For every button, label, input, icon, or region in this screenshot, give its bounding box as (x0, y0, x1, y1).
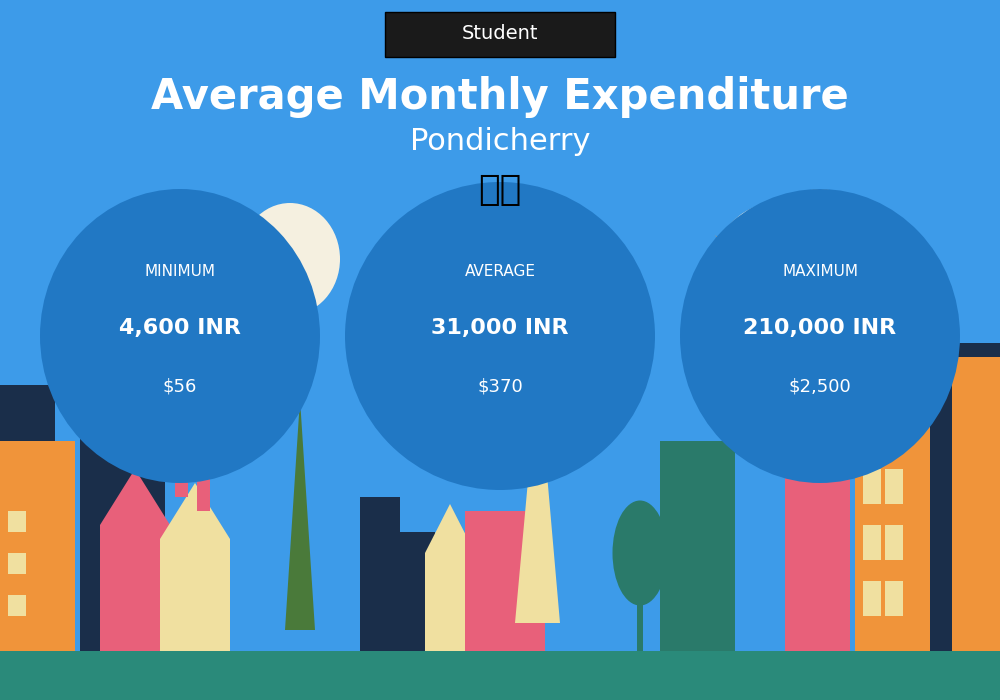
Text: Average Monthly Expenditure: Average Monthly Expenditure (151, 76, 849, 118)
Text: 🇮🇳: 🇮🇳 (478, 174, 522, 207)
Bar (885, 525, 903, 560)
Polygon shape (100, 469, 170, 651)
Ellipse shape (770, 189, 870, 301)
Bar (505, 511, 545, 651)
Polygon shape (141, 288, 166, 309)
Polygon shape (767, 235, 795, 257)
Ellipse shape (612, 500, 668, 606)
Polygon shape (94, 288, 129, 309)
Polygon shape (715, 235, 753, 257)
Ellipse shape (345, 182, 655, 490)
Polygon shape (94, 251, 129, 272)
Bar (660, 441, 735, 651)
Text: 31,000 INR: 31,000 INR (431, 318, 569, 337)
Bar (175, 413, 188, 497)
Bar (400, 532, 435, 651)
Bar (637, 581, 643, 651)
Ellipse shape (100, 245, 160, 315)
Polygon shape (767, 275, 795, 297)
Bar (885, 413, 903, 448)
Text: 4,600 INR: 4,600 INR (119, 318, 241, 337)
Polygon shape (515, 371, 560, 623)
Polygon shape (760, 281, 770, 316)
FancyBboxPatch shape (385, 12, 615, 57)
Ellipse shape (225, 273, 305, 357)
Polygon shape (740, 216, 760, 251)
Bar (885, 581, 903, 616)
Polygon shape (141, 251, 166, 272)
Text: Pondicherry: Pondicherry (410, 127, 590, 156)
Bar (0, 651, 1000, 700)
Bar (8, 595, 26, 616)
Bar (952, 357, 1000, 651)
Bar (930, 343, 1000, 651)
Ellipse shape (722, 228, 788, 304)
Ellipse shape (180, 224, 300, 364)
Polygon shape (116, 233, 136, 266)
Text: AVERAGE: AVERAGE (464, 264, 536, 279)
Bar (360, 497, 400, 651)
Polygon shape (134, 233, 144, 266)
Polygon shape (760, 216, 770, 251)
Polygon shape (160, 483, 230, 651)
Bar (863, 469, 881, 504)
Polygon shape (116, 294, 136, 327)
Polygon shape (134, 294, 144, 327)
Text: 210,000 INR: 210,000 INR (743, 318, 897, 337)
Bar (785, 427, 850, 651)
Ellipse shape (680, 189, 960, 483)
Ellipse shape (715, 273, 795, 357)
Polygon shape (425, 504, 475, 651)
Bar (465, 511, 505, 651)
Ellipse shape (40, 189, 320, 483)
Bar (0, 385, 55, 651)
Bar (855, 315, 930, 651)
Bar (885, 469, 903, 504)
Bar (863, 413, 881, 448)
Text: $2,500: $2,500 (789, 377, 851, 395)
Text: $56: $56 (163, 377, 197, 395)
Bar (863, 525, 881, 560)
Bar (0, 441, 75, 651)
Bar (863, 581, 881, 616)
Bar (8, 511, 26, 532)
Polygon shape (740, 281, 760, 316)
Ellipse shape (710, 203, 840, 357)
Bar (197, 441, 210, 511)
Text: MAXIMUM: MAXIMUM (782, 264, 858, 279)
Text: $370: $370 (477, 377, 523, 395)
Text: MINIMUM: MINIMUM (144, 264, 216, 279)
Bar (8, 553, 26, 574)
Text: Student: Student (462, 24, 538, 43)
Ellipse shape (240, 203, 340, 315)
Polygon shape (715, 275, 753, 297)
Polygon shape (285, 399, 315, 630)
Bar (80, 406, 165, 651)
